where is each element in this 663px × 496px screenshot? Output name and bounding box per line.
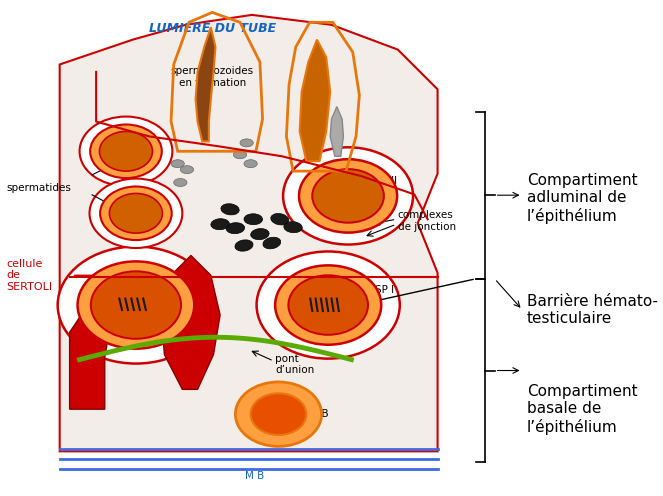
Polygon shape [161, 255, 220, 389]
Polygon shape [196, 27, 215, 141]
Text: Barrière hémato-
testiculaire: Barrière hémato- testiculaire [527, 294, 658, 326]
Circle shape [90, 124, 162, 178]
Circle shape [58, 247, 214, 364]
Ellipse shape [271, 213, 289, 225]
Circle shape [99, 131, 152, 171]
Circle shape [100, 186, 172, 240]
Ellipse shape [226, 223, 245, 234]
Circle shape [80, 117, 172, 186]
Ellipse shape [251, 229, 269, 240]
Ellipse shape [235, 240, 253, 251]
Ellipse shape [244, 160, 257, 168]
Ellipse shape [233, 151, 247, 159]
Polygon shape [300, 40, 330, 161]
Circle shape [299, 159, 397, 233]
Text: Sp B: Sp B [305, 409, 329, 419]
Circle shape [90, 179, 182, 248]
Circle shape [91, 271, 181, 339]
Text: SP II: SP II [375, 176, 396, 186]
Text: Compartiment
adluminal de
l’épithélium: Compartiment adluminal de l’épithélium [527, 173, 638, 224]
Ellipse shape [284, 222, 302, 233]
Ellipse shape [211, 219, 229, 230]
Circle shape [78, 261, 194, 349]
Circle shape [283, 147, 413, 245]
Circle shape [235, 382, 322, 446]
Ellipse shape [263, 237, 280, 249]
Text: complexes
de jonction: complexes de jonction [398, 210, 456, 232]
Ellipse shape [171, 160, 184, 168]
Text: SP I: SP I [375, 285, 394, 295]
Polygon shape [330, 107, 343, 156]
Circle shape [312, 169, 384, 223]
Text: pont
d’union: pont d’union [275, 354, 314, 375]
Text: Compartiment
basale de
l’épithélium: Compartiment basale de l’épithélium [527, 384, 638, 434]
Circle shape [275, 265, 381, 345]
Circle shape [257, 251, 400, 359]
Ellipse shape [244, 214, 263, 225]
Ellipse shape [174, 179, 187, 186]
Circle shape [109, 193, 162, 233]
Text: M B: M B [245, 471, 265, 481]
Polygon shape [60, 15, 438, 451]
Ellipse shape [240, 139, 253, 147]
Text: spermatides: spermatides [7, 184, 72, 193]
Ellipse shape [180, 166, 194, 174]
Text: cellule
de
SERTOLI: cellule de SERTOLI [7, 259, 53, 292]
Circle shape [288, 275, 368, 335]
Text: spermatozoides
en formation: spermatozoides en formation [170, 66, 254, 88]
Polygon shape [70, 285, 121, 409]
Ellipse shape [221, 204, 239, 215]
Circle shape [251, 393, 306, 435]
Text: LUMIERE DU TUBE: LUMIERE DU TUBE [149, 22, 276, 35]
